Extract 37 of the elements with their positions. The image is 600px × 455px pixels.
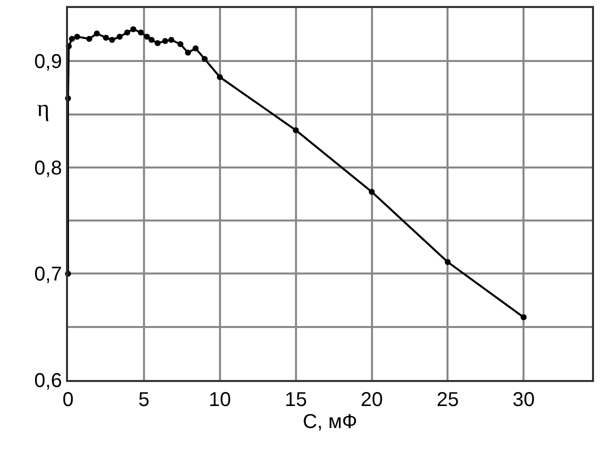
point — [144, 34, 150, 40]
x-tick-label: 15 — [284, 389, 307, 411]
y-tick-label: 0,6 — [34, 370, 62, 392]
point — [86, 36, 92, 42]
point — [124, 29, 130, 36]
y-tick-label: 0,7 — [34, 264, 62, 286]
point — [368, 188, 375, 195]
x-tick-label: 30 — [512, 389, 535, 411]
point — [154, 40, 161, 46]
point — [202, 56, 208, 62]
point — [192, 45, 199, 52]
point — [216, 74, 223, 80]
point — [68, 36, 75, 42]
point — [444, 259, 451, 266]
point — [102, 34, 109, 41]
point — [116, 34, 123, 40]
x-tick-label: 10 — [208, 389, 232, 411]
point — [162, 38, 168, 44]
point — [520, 314, 527, 320]
y-axis-title: η — [37, 96, 50, 122]
point — [109, 36, 116, 43]
x-tick-label: 25 — [436, 389, 459, 411]
x-tick-label: 0 — [62, 389, 74, 411]
x-axis-title: C, мФ — [302, 411, 358, 433]
point — [138, 29, 144, 36]
point — [168, 36, 174, 43]
point — [130, 26, 136, 32]
point — [148, 36, 155, 43]
point — [292, 127, 299, 134]
point — [74, 34, 80, 40]
x-tick-label: 5 — [138, 389, 150, 411]
point — [177, 41, 184, 48]
x-tick-label: 20 — [360, 389, 383, 411]
y-tick-label: 0,9 — [34, 51, 62, 74]
point — [94, 30, 100, 37]
point — [184, 50, 191, 56]
y-tick-label: 0,8 — [34, 157, 62, 180]
